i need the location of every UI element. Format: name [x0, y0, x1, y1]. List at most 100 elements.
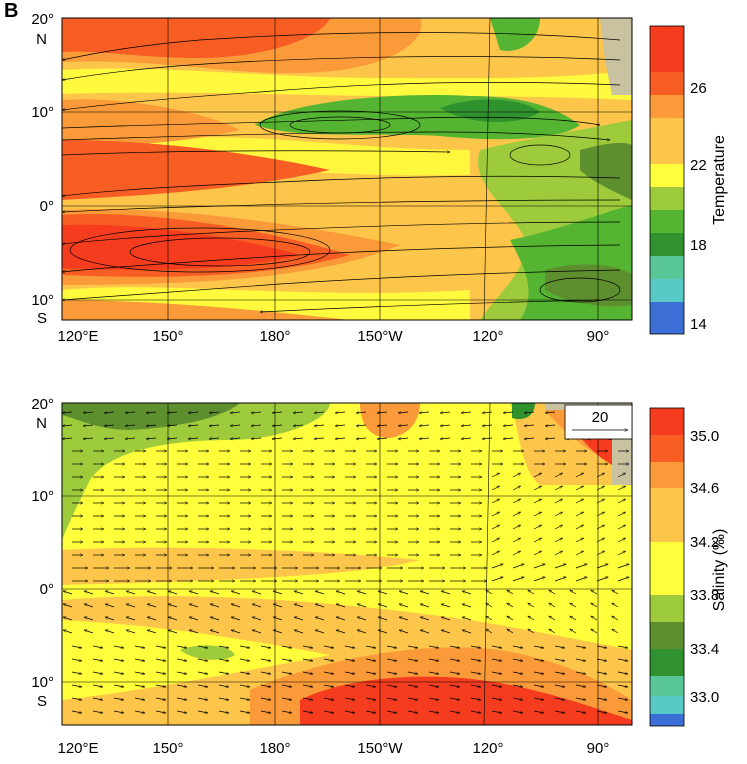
current-vector: [507, 589, 514, 595]
current-vector: [428, 671, 439, 674]
current-vector: [533, 564, 545, 569]
current-vector: [189, 591, 199, 595]
current-vector: [323, 684, 334, 687]
current-vector: [441, 604, 451, 608]
current-vector: [399, 630, 409, 634]
current-vector: [126, 591, 136, 595]
current-vector: [146, 412, 157, 413]
current-vector: [293, 412, 304, 413]
y-label-10s: 10°: [31, 674, 54, 691]
salinity-axis-labels: 20° N 10° 0° 10° S 120°E 150° 180° 150°W…: [31, 396, 609, 757]
current-vector: [596, 498, 605, 504]
current-vector: [168, 617, 178, 621]
current-vector: [293, 438, 304, 439]
current-vector: [486, 615, 493, 621]
current-vector: [104, 438, 115, 439]
current-vector: [575, 577, 587, 582]
current-vector: [210, 604, 220, 608]
current-vector: [239, 684, 250, 687]
current-vector: [314, 425, 325, 426]
current-vector: [617, 498, 626, 504]
current-vector: [575, 697, 586, 700]
current-vector: [491, 537, 500, 543]
temperature-colorbar-title: Temperature: [711, 135, 728, 225]
current-vector: [281, 671, 292, 674]
current-vector: [230, 438, 241, 439]
current-vector: [209, 438, 220, 439]
current-vector: [126, 630, 136, 634]
current-vector: [188, 412, 199, 413]
current-vector: [273, 617, 283, 621]
current-vector: [449, 710, 460, 713]
current-vector: [533, 524, 542, 530]
current-vector: [491, 564, 503, 569]
current-vector: [386, 658, 397, 661]
current-vector: [554, 524, 563, 530]
current-vector: [617, 577, 629, 582]
current-vector: [125, 438, 136, 439]
current-vector: [441, 630, 451, 634]
current-vector: [210, 617, 220, 621]
current-vector: [386, 671, 397, 674]
current-vector: [92, 658, 103, 661]
current-vector: [134, 671, 145, 674]
current-vector: [336, 630, 346, 634]
current-vector: [533, 485, 542, 491]
current-vector: [407, 671, 418, 674]
current-vector: [281, 697, 292, 700]
current-vector: [155, 710, 166, 713]
current-vector: [336, 591, 346, 595]
current-vector: [533, 697, 544, 700]
y-label-n-letter: N: [36, 415, 47, 432]
current-vector: [512, 577, 524, 582]
current-vector: [92, 684, 103, 687]
current-vector: [105, 591, 115, 595]
current-vector: [449, 658, 460, 661]
current-vector: [491, 645, 502, 648]
current-vector: [470, 671, 481, 674]
current-vector: [461, 412, 472, 413]
current-vector: [230, 425, 241, 426]
current-vector: [462, 591, 472, 595]
current-vector: [441, 591, 451, 595]
current-vector: [512, 472, 521, 478]
current-vector: [230, 412, 241, 413]
current-vector: [533, 710, 544, 713]
current-vector: [315, 591, 325, 595]
current-vector: [533, 671, 544, 674]
current-vector: [440, 412, 451, 413]
current-vector: [323, 710, 334, 713]
current-vector: [260, 697, 271, 700]
y-label-eq: 0°: [40, 198, 54, 215]
current-vector: [168, 591, 178, 595]
current-vector: [365, 684, 376, 687]
current-vector: [323, 671, 334, 674]
current-vector: [570, 628, 577, 634]
current-vector: [92, 710, 103, 713]
current-vector: [533, 645, 544, 648]
current-vector: [575, 564, 587, 569]
current-vector: [596, 550, 605, 556]
current-vector: [197, 671, 208, 674]
current-vector: [575, 498, 584, 504]
current-vector: [486, 628, 493, 634]
current-vector: [377, 438, 388, 439]
current-vector: [449, 645, 460, 648]
sal-tick-33-4: 33.4: [690, 641, 719, 658]
current-vector: [377, 425, 388, 426]
current-vector: [356, 438, 367, 439]
temperature-axis-labels: 20° N 10° 0° 10° S 120°E 150° 180° 150°W…: [31, 11, 609, 345]
current-vector: [617, 645, 628, 648]
current-vector: [617, 564, 629, 569]
current-vector: [315, 604, 325, 608]
current-vector: [344, 697, 355, 700]
current-vector: [273, 591, 283, 595]
current-vector: [335, 438, 346, 439]
salinity-colorbar-title: Salinity (‰): [711, 529, 728, 612]
current-vector: [83, 412, 94, 413]
current-vector: [251, 425, 262, 426]
current-vector: [428, 658, 439, 661]
current-vector: [591, 589, 598, 595]
current-vector: [428, 697, 439, 700]
